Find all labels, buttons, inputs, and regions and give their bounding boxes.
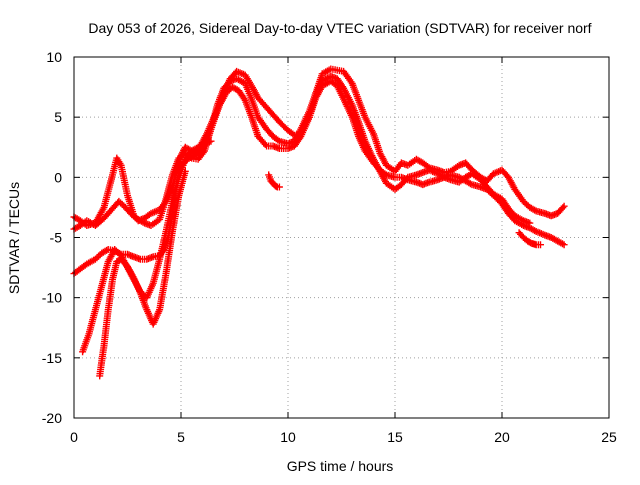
x-tick-label: 5	[177, 429, 185, 445]
y-tick-label: 0	[54, 169, 62, 185]
y-tick-label: 5	[54, 109, 62, 125]
x-tick-label: 0	[70, 429, 78, 445]
y-tick-label: -5	[50, 230, 63, 246]
y-axis-label: SDTVAR / TECUs	[6, 182, 22, 294]
x-axis-label: GPS time / hours	[287, 458, 394, 474]
x-tick-label: 10	[280, 429, 296, 445]
y-tick-label: -10	[42, 290, 62, 306]
chart-title: Day 053 of 2026, Sidereal Day-to-day VTE…	[88, 20, 591, 36]
y-tick-label: 10	[46, 49, 62, 65]
y-tick-label: -20	[42, 410, 62, 426]
x-tick-label: 20	[494, 429, 510, 445]
x-tick-label: 25	[601, 429, 617, 445]
y-tick-label: -15	[42, 350, 62, 366]
x-tick-label: 15	[387, 429, 403, 445]
